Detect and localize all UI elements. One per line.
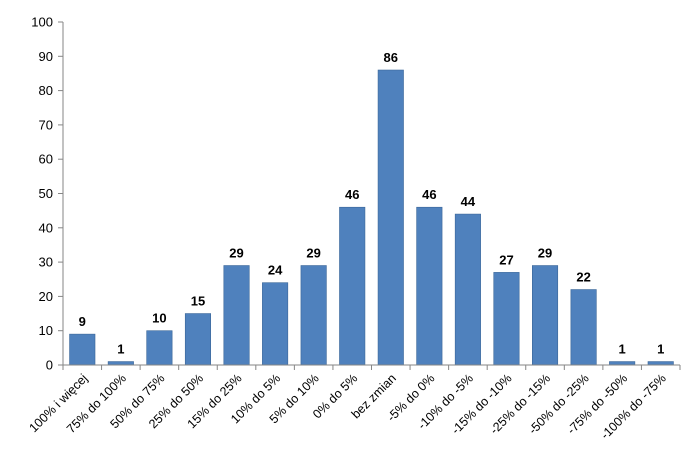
bar (609, 361, 636, 366)
data-label: 1 (117, 342, 124, 357)
data-label: 9 (79, 314, 86, 329)
y-tick-label: 100 (31, 15, 53, 30)
bar (570, 289, 597, 366)
y-tick-label: 40 (39, 220, 53, 235)
y-tick-label: 30 (39, 255, 53, 270)
x-axis-ticks (62, 365, 681, 370)
bar (532, 265, 559, 366)
data-label: 46 (345, 187, 359, 202)
data-label: 44 (461, 194, 476, 209)
bar (377, 69, 404, 366)
data-labels: 9 1 10 15 29 24 29 46 86 46 44 27 29 22 1 1 (79, 50, 665, 357)
data-label: 29 (229, 246, 243, 261)
bar (107, 361, 134, 366)
y-tick-label: 20 (39, 289, 53, 304)
y-tick-label: 90 (39, 49, 53, 64)
y-tick-label: 70 (39, 117, 53, 132)
y-tick-label: 50 (39, 186, 53, 201)
data-label: 1 (619, 342, 626, 357)
bar (454, 213, 481, 366)
y-tick-label: 0 (46, 358, 53, 373)
data-label: 27 (499, 252, 513, 267)
data-label: 15 (191, 294, 205, 309)
bar (223, 265, 250, 366)
data-label: 1 (657, 342, 664, 357)
bar (647, 361, 674, 366)
data-label: 10 (152, 311, 166, 326)
data-label: 46 (422, 187, 436, 202)
data-label: 22 (576, 270, 590, 285)
bar (184, 313, 211, 366)
data-label: 29 (306, 246, 320, 261)
bar (146, 330, 173, 366)
y-tick-label: 60 (39, 152, 53, 167)
bar (416, 206, 443, 366)
bar (339, 206, 366, 366)
y-axis-ticks: 0 10 20 30 40 50 60 70 80 90 100 (31, 15, 63, 373)
y-tick-label: 80 (39, 83, 53, 98)
bar (69, 333, 96, 366)
bar (262, 282, 289, 366)
bar (300, 265, 327, 366)
bar (493, 272, 520, 366)
data-label: 24 (268, 263, 283, 278)
y-tick-label: 10 (39, 323, 53, 338)
data-label: 86 (384, 50, 398, 65)
data-label: 29 (538, 246, 552, 261)
bars (69, 69, 674, 366)
